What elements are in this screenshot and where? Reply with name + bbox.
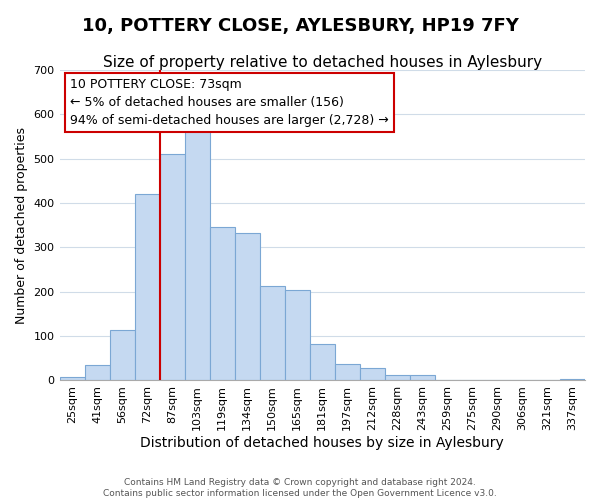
Bar xyxy=(310,344,335,380)
Bar xyxy=(335,364,360,380)
Text: 10, POTTERY CLOSE, AYLESBURY, HP19 7FY: 10, POTTERY CLOSE, AYLESBURY, HP19 7FY xyxy=(82,18,518,36)
Title: Size of property relative to detached houses in Aylesbury: Size of property relative to detached ho… xyxy=(103,55,542,70)
Bar xyxy=(360,368,385,380)
Bar xyxy=(185,126,209,380)
Bar xyxy=(160,154,185,380)
Text: Contains HM Land Registry data © Crown copyright and database right 2024.
Contai: Contains HM Land Registry data © Crown c… xyxy=(103,478,497,498)
Bar xyxy=(85,365,110,380)
Text: 10 POTTERY CLOSE: 73sqm
← 5% of detached houses are smaller (156)
94% of semi-de: 10 POTTERY CLOSE: 73sqm ← 5% of detached… xyxy=(70,78,389,127)
Bar xyxy=(410,374,435,380)
Y-axis label: Number of detached properties: Number of detached properties xyxy=(15,126,28,324)
Bar xyxy=(209,228,235,380)
Bar xyxy=(59,377,85,380)
Bar xyxy=(260,286,285,380)
Bar xyxy=(134,194,160,380)
Bar xyxy=(235,233,260,380)
Bar xyxy=(285,290,310,380)
Bar xyxy=(385,374,410,380)
X-axis label: Distribution of detached houses by size in Aylesbury: Distribution of detached houses by size … xyxy=(140,436,504,450)
Bar xyxy=(110,330,134,380)
Bar xyxy=(560,379,585,380)
